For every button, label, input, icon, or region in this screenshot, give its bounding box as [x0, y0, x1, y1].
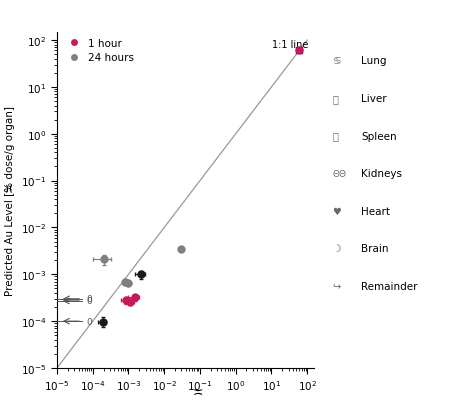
- Text: ♥: ♥: [332, 206, 341, 216]
- Text: Lung: Lung: [361, 56, 387, 66]
- Text: ⌢: ⌢: [332, 94, 338, 104]
- Y-axis label: Predicted Au Level [% dose/g organ]: Predicted Au Level [% dose/g organ]: [5, 106, 16, 295]
- Text: ♋: ♋: [332, 56, 341, 66]
- Text: 0: 0: [86, 297, 92, 306]
- Legend: 1 hour, 24 hours: 1 hour, 24 hours: [62, 38, 135, 64]
- Text: $\asymp$: $\asymp$: [4, 182, 17, 196]
- Text: 1:1 line: 1:1 line: [272, 39, 308, 49]
- Text: Brain: Brain: [361, 244, 389, 254]
- Text: ☽: ☽: [332, 244, 341, 254]
- Text: ΘΘ: ΘΘ: [332, 169, 346, 178]
- Text: Heart: Heart: [361, 206, 390, 216]
- Text: 0: 0: [86, 294, 92, 303]
- Text: Remainder: Remainder: [361, 281, 418, 291]
- Text: Spleen: Spleen: [361, 131, 397, 142]
- Text: ↪: ↪: [332, 281, 341, 291]
- Text: 0: 0: [86, 317, 92, 326]
- Text: Kidneys: Kidneys: [361, 169, 402, 179]
- Text: Liver: Liver: [361, 94, 387, 104]
- Text: $\asymp$: $\asymp$: [190, 385, 204, 398]
- Text: ⧗: ⧗: [332, 131, 338, 142]
